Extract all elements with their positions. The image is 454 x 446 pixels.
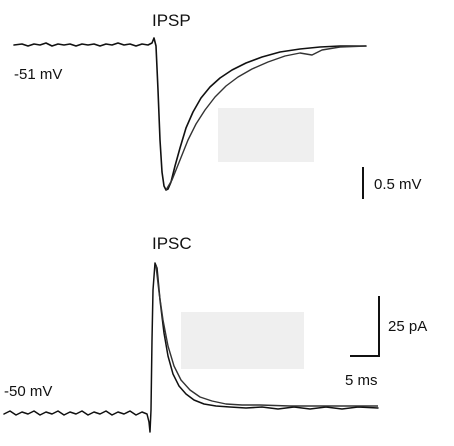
ipsp-fit-curve [165,45,367,191]
ipsp-trace [13,37,367,191]
time-scale-label: 5 ms [345,372,378,389]
voltage-scale-bar: 0.5 mV [362,167,422,199]
current-scale-label: 25 pA [388,318,427,335]
ipsc-placeholder-box [181,312,304,369]
current-time-scale-bar: 25 pA 5 ms [345,296,427,389]
ipsp-holding-potential: -51 mV [14,66,62,83]
ipsc-panel: IPSC -50 mV 25 pA 5 ms [3,234,427,433]
ipsp-panel: IPSP -51 mV 0.5 mV [13,11,422,199]
voltage-scale-label: 0.5 mV [374,176,422,193]
ipsp-placeholder-box [218,108,314,162]
ipsc-title: IPSC [152,234,192,253]
ipsc-fit-curve [155,265,378,407]
ipsp-title: IPSP [152,11,191,30]
ipsc-holding-potential: -50 mV [4,383,52,400]
ipsc-trace [3,262,379,433]
